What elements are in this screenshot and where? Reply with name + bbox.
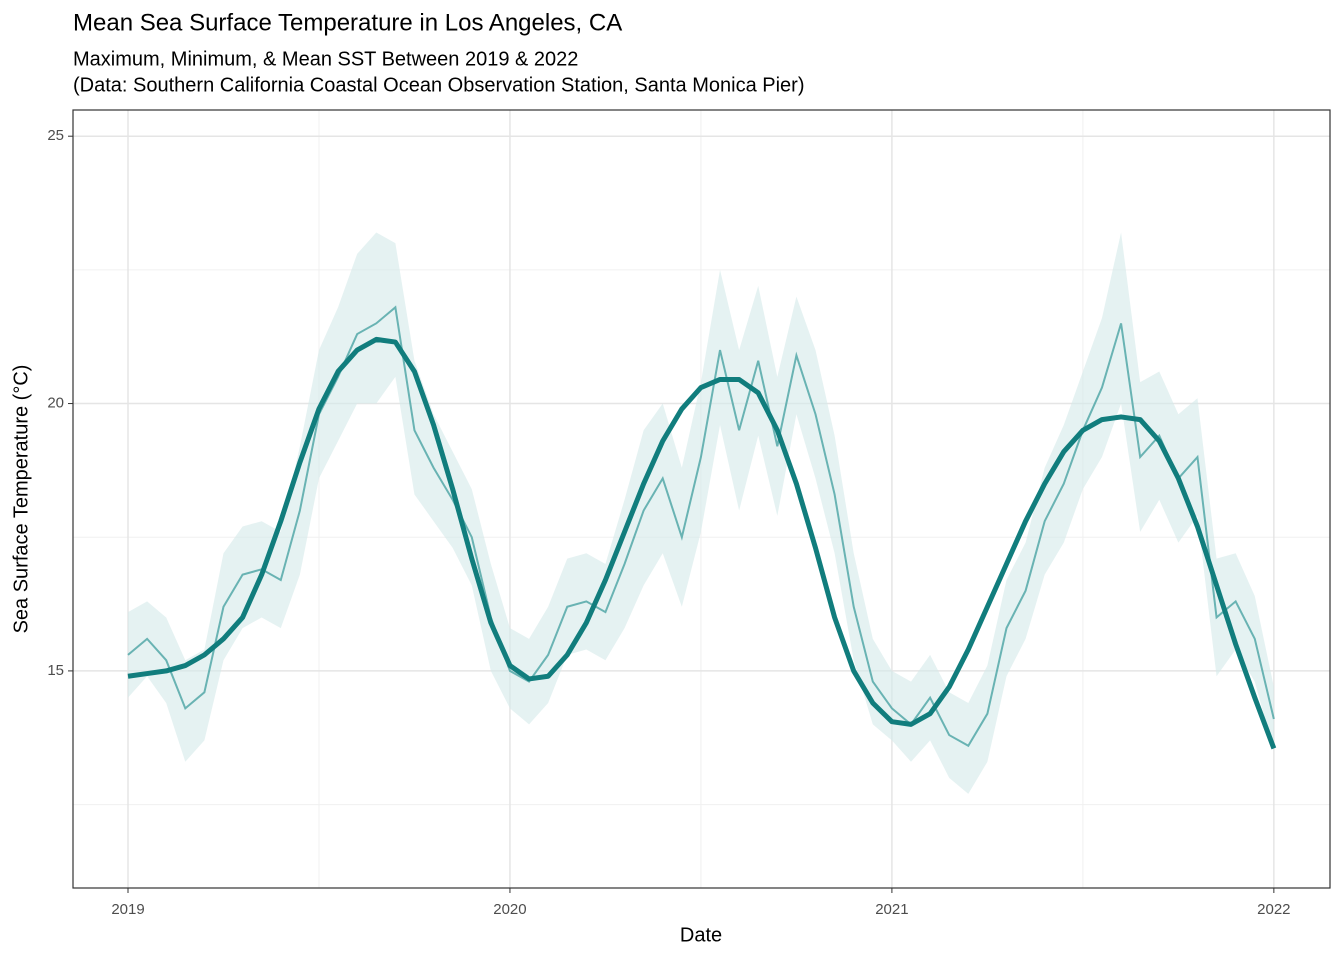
y-tick-label: 25 [47,127,64,144]
smoothed-line [127,336,1277,750]
chart-subtitle: Maximum, Minimum, & Mean SST Between 201… [73,48,578,70]
x-tick-label: 2020 [493,901,526,918]
y-tick-label: 20 [47,395,64,412]
chart-subtitle: (Data: Southern California Coastal Ocean… [73,74,804,96]
plot-border [72,109,1331,889]
x-tick-label: 2021 [875,901,908,918]
x-axis-label: Date [680,924,722,946]
x-tick-label: 2019 [111,901,144,918]
chart-title: Mean Sea Surface Temperature in Los Ange… [73,9,622,36]
x-tick-label: 2022 [1257,901,1290,918]
y-tick-label: 15 [47,662,64,679]
y-axis-label: Sea Surface Temperature (°C) [10,365,32,634]
